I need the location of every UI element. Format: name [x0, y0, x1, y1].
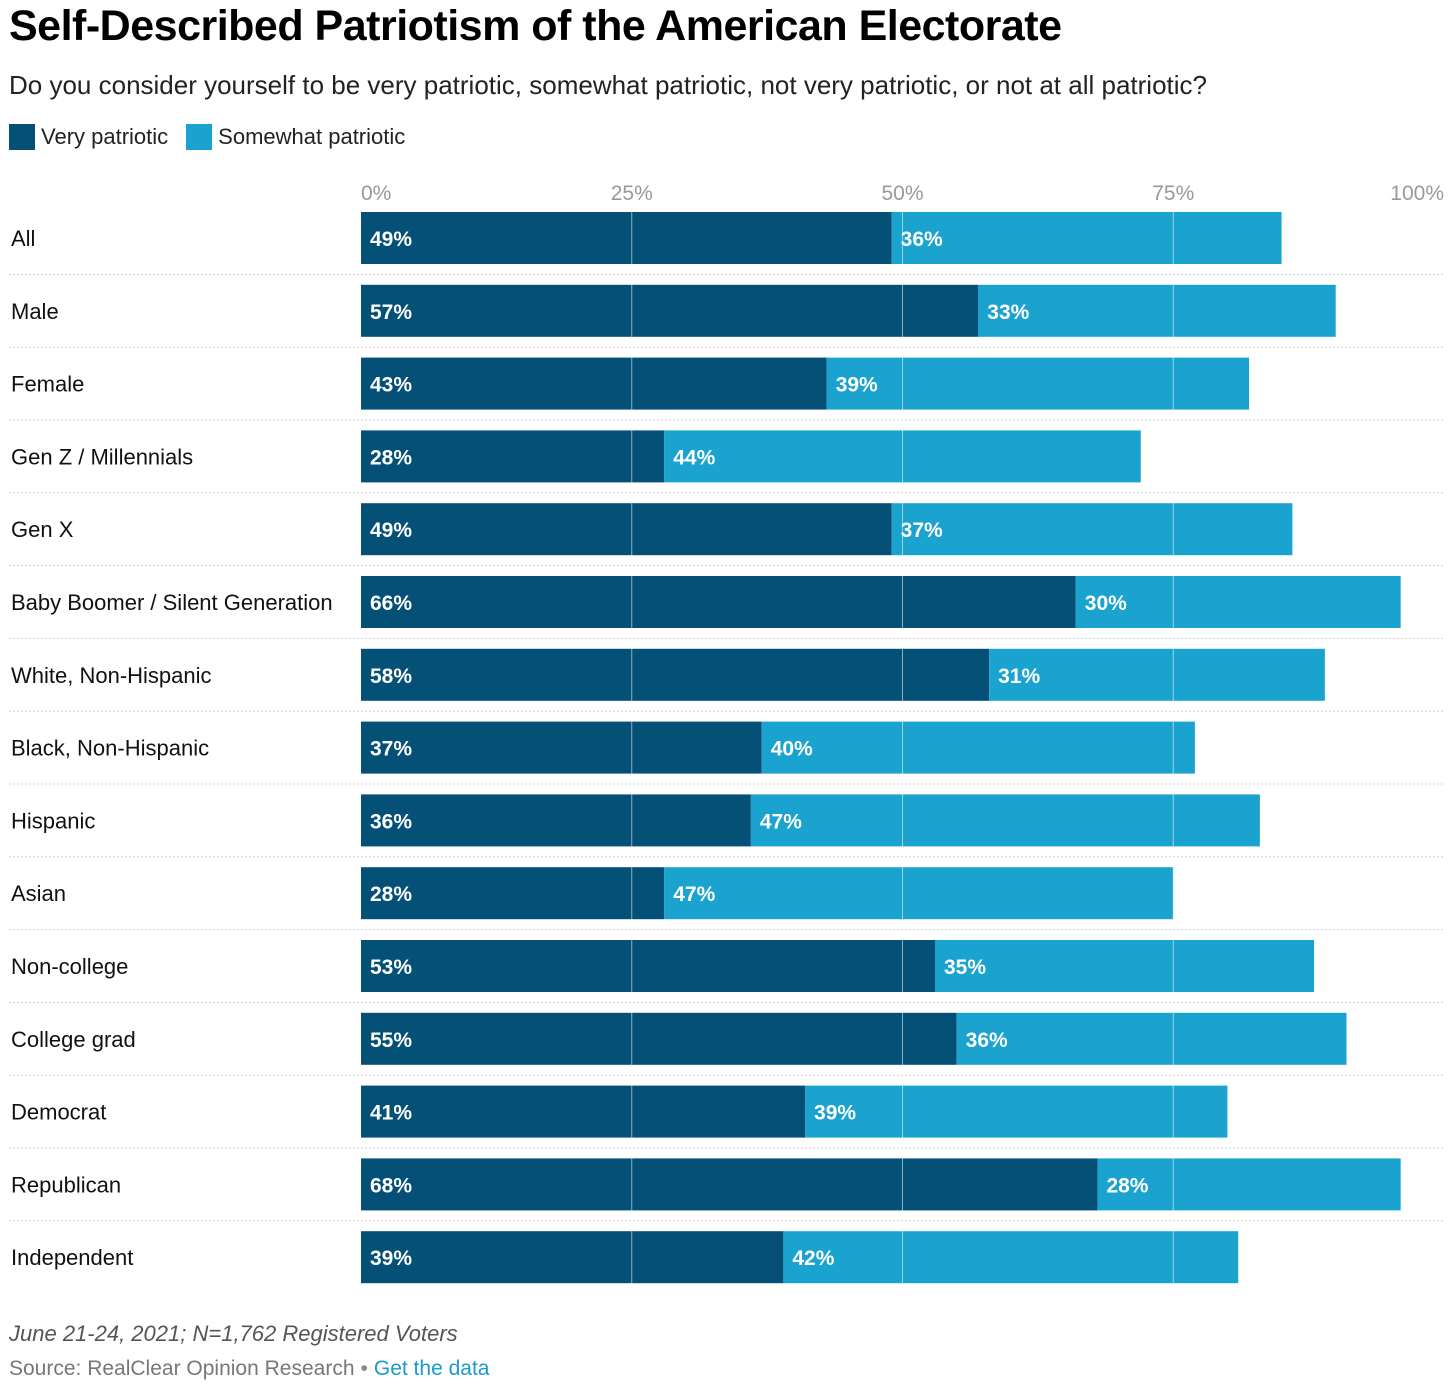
data-label: 66% [370, 592, 412, 615]
legend-label-somewhat: Somewhat patriotic [218, 124, 406, 149]
get-the-data-link[interactable]: Get the data [373, 1357, 490, 1380]
category-label: White, Non-Hispanic [11, 663, 212, 688]
bar-somewhat [956, 1012, 1347, 1065]
x-tick-label: 25% [611, 182, 653, 205]
legend-swatch-very [9, 124, 35, 150]
bar-somewhat [783, 1231, 1239, 1284]
data-label: 40% [771, 738, 813, 761]
x-tick-label: 100% [1390, 182, 1444, 205]
data-label: 39% [836, 374, 878, 397]
x-tick-label: 50% [881, 182, 923, 205]
category-label: Female [11, 372, 84, 397]
bar-very [361, 430, 665, 483]
category-label: Male [11, 299, 59, 324]
data-label: 53% [370, 956, 412, 979]
data-label: 44% [673, 446, 715, 469]
data-label: 49% [370, 228, 412, 251]
bar-very [361, 284, 979, 337]
data-label: 36% [370, 810, 412, 833]
bar-very [361, 503, 892, 556]
chart-title: Self-Described Patriotism of the America… [9, 2, 1062, 50]
x-tick-label: 75% [1152, 182, 1194, 205]
data-label: 36% [901, 228, 943, 251]
bar-somewhat [891, 503, 1293, 556]
bar-very [361, 357, 827, 410]
bar-somewhat [761, 721, 1195, 774]
data-label: 42% [792, 1247, 834, 1270]
bar-somewhat [826, 357, 1250, 410]
data-label: 35% [944, 956, 986, 979]
legend: Very patriotic Somewhat patriotic [9, 124, 423, 150]
legend-item-very: Very patriotic [9, 124, 168, 150]
category-label: Asian [11, 881, 66, 906]
legend-swatch-somewhat [186, 124, 213, 150]
data-label: 37% [370, 738, 412, 761]
category-label: Republican [11, 1172, 121, 1197]
data-label: 28% [370, 883, 412, 906]
legend-item-somewhat: Somewhat patriotic [186, 124, 405, 150]
stacked-bar-chart: 0% 25% 50% 75% 100% All 49% 36% Male 57% 33% Female… [9, 182, 1444, 1284]
category-label: Gen X [11, 517, 74, 542]
data-label: 49% [370, 519, 412, 542]
category-label: College grad [11, 1027, 136, 1052]
bar-very [361, 940, 935, 992]
legend-label-very: Very patriotic [41, 124, 169, 149]
category-label: Gen Z / Millennials [11, 444, 193, 469]
data-label: 39% [814, 1102, 856, 1125]
data-label: 30% [1085, 592, 1127, 615]
bar-very [361, 576, 1076, 628]
data-label: 43% [370, 374, 412, 397]
chart-subtitle: Do you consider yourself to be very patr… [9, 70, 1207, 100]
source-label: Source: RealClear Opinion Research [9, 1357, 355, 1380]
data-label: 28% [370, 446, 412, 469]
data-label: 33% [987, 301, 1029, 324]
category-label: All [11, 226, 35, 251]
data-label: 55% [370, 1029, 412, 1052]
bar-very [361, 1158, 1098, 1211]
category-label: Baby Boomer / Silent Generation [11, 590, 333, 615]
data-label: 57% [370, 301, 412, 324]
data-label: 41% [370, 1102, 412, 1125]
bar-very [361, 1085, 806, 1138]
category-label: Hispanic [11, 808, 95, 833]
source-separator: • [360, 1357, 368, 1380]
category-label: Non-college [11, 954, 128, 979]
data-label: 47% [673, 883, 715, 906]
bar-somewhat [978, 284, 1336, 337]
bar-very [361, 648, 990, 701]
bar-somewhat [805, 1085, 1228, 1138]
bar-somewhat [891, 212, 1282, 264]
x-tick-label: 0% [361, 182, 391, 205]
survey-note: June 21-24, 2021; N=1,762 Registered Vot… [9, 1321, 458, 1346]
bar-somewhat [1075, 576, 1401, 628]
category-label: Democrat [11, 1100, 106, 1125]
bar-somewhat [664, 867, 1174, 920]
bar-somewhat [989, 648, 1325, 701]
data-label: 36% [966, 1029, 1008, 1052]
data-label: 58% [370, 665, 412, 688]
bar-very [361, 867, 665, 920]
data-label: 39% [370, 1247, 412, 1270]
bar-very [361, 1231, 784, 1284]
data-label: 47% [760, 810, 802, 833]
source-line: Source: RealClear Opinion Research • Get t… [9, 1357, 489, 1381]
bar-very [361, 1012, 957, 1065]
bar-somewhat [934, 940, 1315, 992]
data-label: 28% [1106, 1174, 1148, 1197]
bar-somewhat [750, 794, 1260, 847]
bar-very [361, 212, 892, 264]
bar-somewhat [1097, 1158, 1401, 1211]
data-label: 31% [998, 665, 1040, 688]
bar-very [361, 794, 751, 847]
bar-very [361, 721, 762, 774]
data-label: 37% [901, 519, 943, 542]
category-label: Independent [11, 1245, 133, 1270]
category-label: Black, Non-Hispanic [11, 736, 209, 761]
data-label: 68% [370, 1174, 412, 1197]
